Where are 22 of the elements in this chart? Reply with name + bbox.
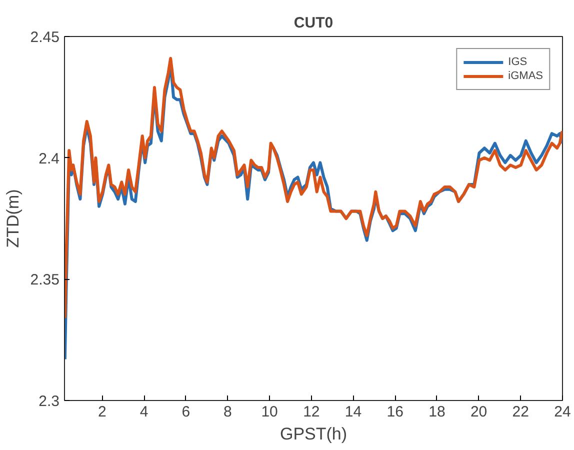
chart-title: CUT0 xyxy=(294,14,334,32)
x-tick-label: 4 xyxy=(140,404,148,420)
legend-label: IGS xyxy=(508,55,528,69)
legend-label: iGMAS xyxy=(508,69,543,83)
x-tick-label: 8 xyxy=(224,404,232,420)
y-tick-label: 2.45 xyxy=(30,29,60,46)
x-tick-label: 16 xyxy=(386,404,404,420)
x-tick-label: 10 xyxy=(261,404,278,420)
x-tick-label: 14 xyxy=(344,404,362,420)
y-tick-label: 2.3 xyxy=(38,393,60,410)
line-series xyxy=(64,56,562,320)
y-tick-label: 2.35 xyxy=(30,272,60,289)
y-axis-title: ZTD(m) xyxy=(3,189,22,248)
x-tick-label: 18 xyxy=(428,404,446,420)
x-tick-label: 24 xyxy=(554,404,571,420)
x-tick-label: 12 xyxy=(303,404,320,420)
x-axis-title: GPST(h) xyxy=(280,424,348,444)
y-tick-label: 2.4 xyxy=(38,150,60,168)
x-tick-label: 2 xyxy=(98,404,106,420)
x-tick-label: 22 xyxy=(512,404,529,420)
x-tick-label: 20 xyxy=(470,404,488,420)
x-tick-label: 6 xyxy=(182,404,190,420)
